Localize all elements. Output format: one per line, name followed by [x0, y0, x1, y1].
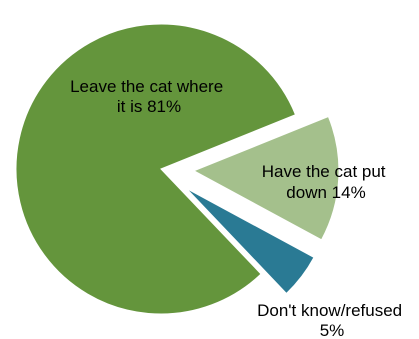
- slice-label-put-down-line-2: down 14%: [286, 183, 365, 202]
- slice-label-leave-cat-line-1: Leave the cat where: [70, 77, 223, 96]
- slice-label-dont-know-line-1: Don't know/refused: [257, 301, 402, 320]
- slice-put-down: [192, 115, 340, 241]
- slice-label-dont-know: Don't know/refused 5%: [257, 301, 407, 339]
- slice-dont-know: [186, 188, 315, 295]
- slice-label-put-down-line-1: Have the cat put: [262, 162, 386, 181]
- slice-label-dont-know-line-2: 5%: [320, 321, 345, 339]
- slice-leave-cat: [15, 23, 297, 315]
- slice-label-leave-cat: Leave the cat where it is 81%: [70, 77, 228, 116]
- pie-slices: [15, 23, 340, 315]
- slice-label-put-down: Have the cat put down 14%: [262, 162, 391, 202]
- slice-label-leave-cat-line-2: it is 81%: [117, 97, 181, 116]
